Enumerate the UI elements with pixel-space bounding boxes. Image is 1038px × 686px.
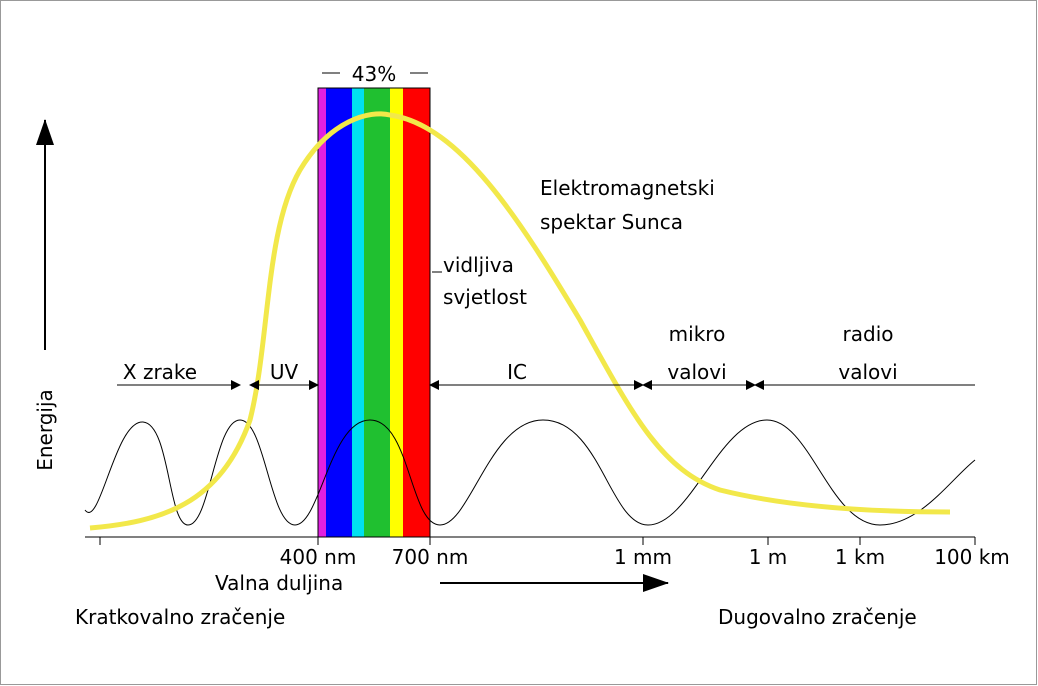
- region-label: radio: [843, 322, 894, 346]
- visible-share: 43%: [352, 62, 396, 86]
- visible-label: vidljiva: [443, 253, 514, 277]
- visible-label: svjetlost: [443, 285, 527, 309]
- title: Elektromagnetski: [540, 176, 715, 200]
- left-note: Kratkovalno zračenje: [75, 605, 285, 629]
- x-ticks: [99, 537, 976, 545]
- x-tick-label: 1 m: [749, 545, 788, 569]
- x-tick-label: 1 km: [835, 545, 885, 569]
- region-label: UV: [270, 360, 299, 384]
- wave: [84, 419, 976, 526]
- title: spektar Sunca: [540, 210, 683, 234]
- x-tick-label: 100 km: [934, 545, 1010, 569]
- region-label: valovi: [838, 360, 897, 384]
- x-tick-label: 1 mm: [614, 545, 672, 569]
- visible-band: [317, 87, 431, 538]
- x-tick-label: 400 nm: [280, 545, 357, 569]
- sun-curve: [89, 111, 951, 531]
- y-axis-label: Energija: [33, 389, 57, 471]
- region-label: X zrake: [123, 360, 197, 384]
- region-label: IC: [507, 360, 527, 384]
- region-label: valovi: [667, 360, 726, 384]
- x-axis-label: Valna duljina: [215, 571, 343, 595]
- region-label: mikro: [669, 322, 726, 346]
- right-note: Dugovalno zračenje: [718, 605, 917, 629]
- x-tick-label: 700 nm: [392, 545, 469, 569]
